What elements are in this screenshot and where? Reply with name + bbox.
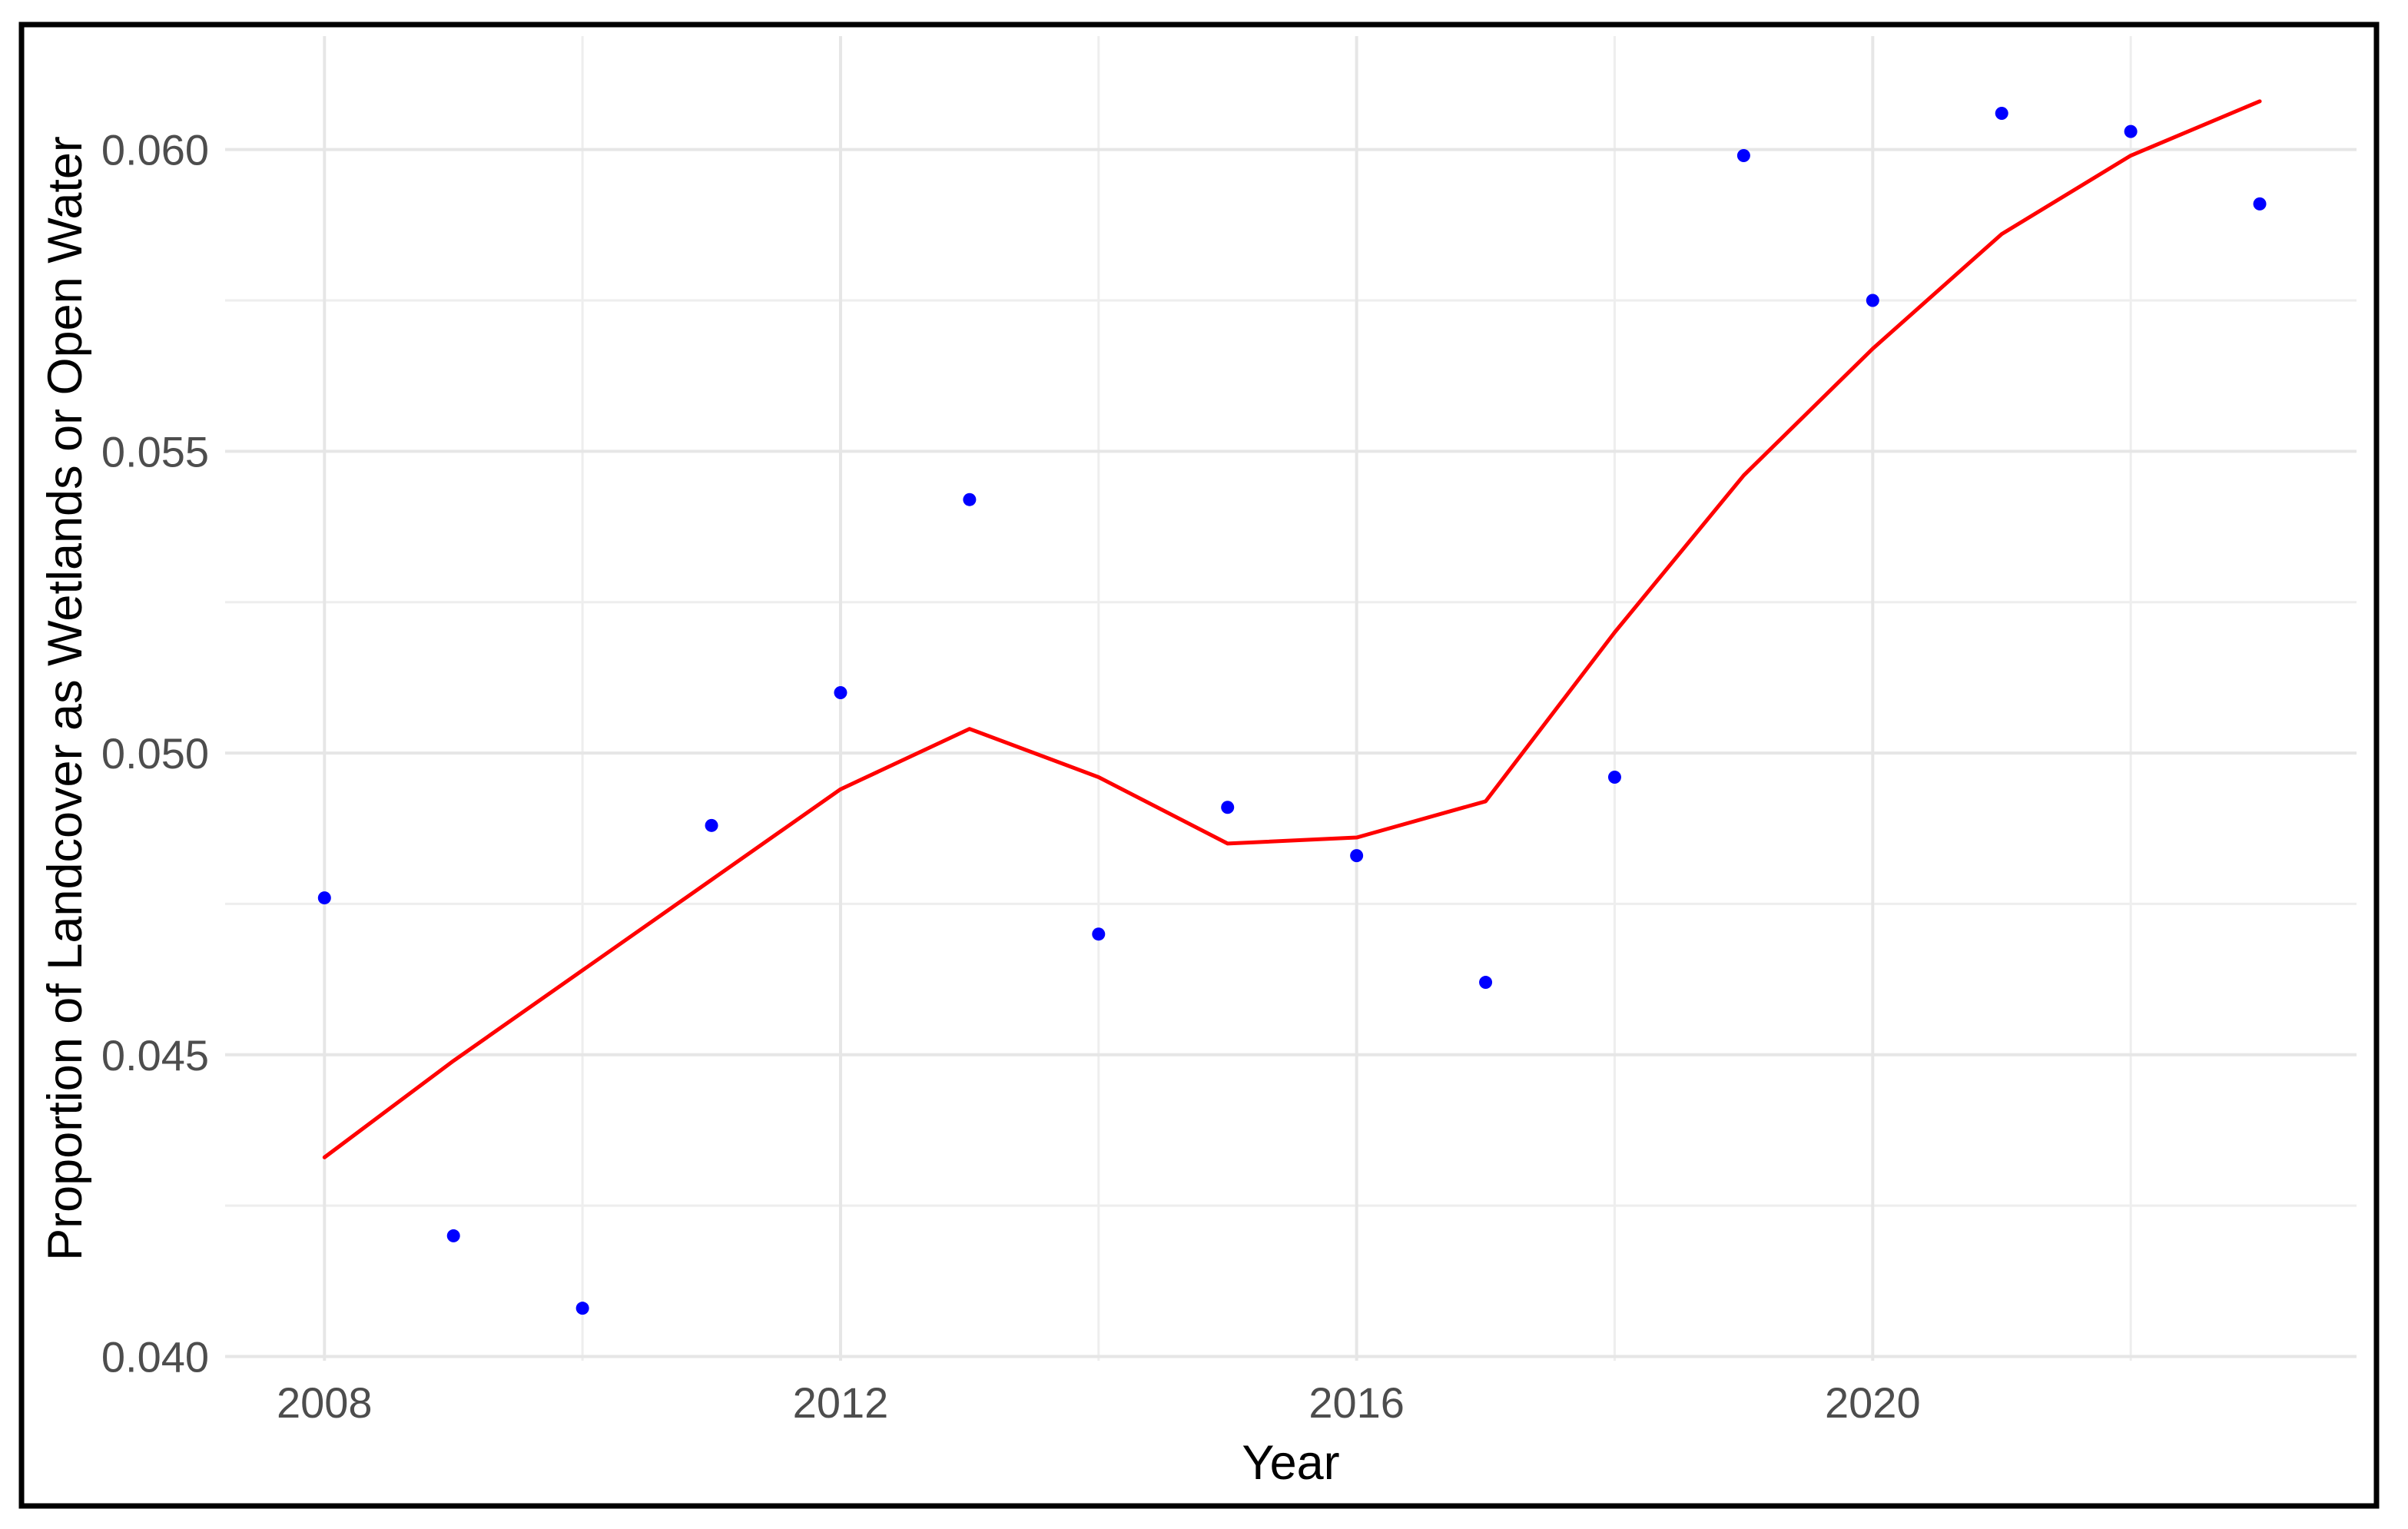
scatter-point (575, 1302, 589, 1315)
y-axis-tick-label: 0.055 (101, 427, 209, 476)
scatter-point (705, 818, 718, 832)
scatter-point (1995, 107, 2008, 121)
trend-line (322, 99, 2262, 1159)
x-axis-tick-label: 2020 (1825, 1378, 1921, 1427)
scatter-point (2253, 197, 2267, 211)
scatter-points-layer (317, 107, 2267, 1315)
trend-line-layer (322, 99, 2262, 1159)
y-axis-title: Proportion of Landcover as Wetlands or O… (38, 136, 92, 1261)
scatter-point (2124, 124, 2138, 138)
x-axis-tick-labels: 2008 2012 2016 2020 (277, 1378, 1921, 1427)
scatter-point (1736, 149, 1750, 163)
scatter-point (1221, 801, 1235, 814)
scatter-point (1479, 976, 1493, 990)
scatter-point (1350, 849, 1364, 863)
y-axis-tick-label: 0.045 (101, 1031, 209, 1080)
scatter-point (446, 1229, 460, 1242)
y-axis-tick-labels: 0.040 0.045 0.050 0.055 0.060 (101, 126, 209, 1381)
scatter-point (1092, 927, 1106, 941)
gridlines-minor (225, 36, 2357, 1361)
scatter-point (963, 493, 977, 506)
x-axis-tick-label: 2016 (1308, 1378, 1405, 1427)
gridlines-major (225, 36, 2357, 1361)
scatter-point (834, 686, 847, 700)
x-axis-tick-label: 2012 (793, 1378, 889, 1427)
y-axis-tick-label: 0.040 (101, 1333, 209, 1381)
scatter-point (1607, 770, 1621, 784)
scatter-point (1866, 294, 1879, 307)
y-axis-tick-label: 0.050 (101, 729, 209, 778)
x-axis-tick-label: 2008 (277, 1378, 373, 1427)
y-axis-tick-label: 0.060 (101, 126, 209, 174)
x-axis-title: Year (1242, 1436, 1339, 1490)
scatter-point (317, 891, 331, 905)
figure-border (18, 22, 2380, 1509)
